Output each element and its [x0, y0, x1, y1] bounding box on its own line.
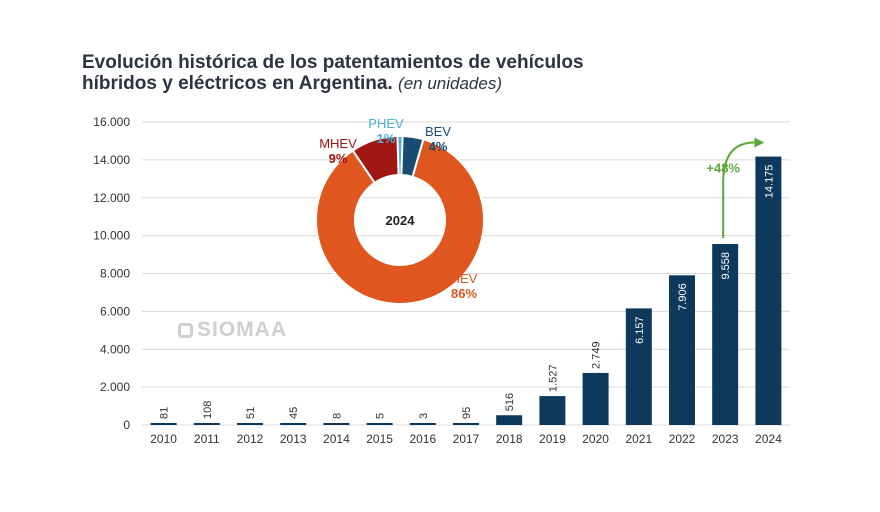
- bar-2020: [582, 372, 609, 425]
- pie-percent-label: 86%: [451, 286, 477, 301]
- pie-center-label: 2024: [386, 213, 416, 228]
- data-label: 45: [288, 407, 300, 419]
- y-tick-label: 14.000: [93, 153, 130, 167]
- bar-2013: [280, 423, 307, 425]
- bar-2023: [712, 243, 739, 425]
- x-tick-label: 2012: [237, 432, 264, 446]
- data-label: 7.906: [677, 283, 689, 311]
- chart-title: Evolución histórica de los patentamiento…: [82, 52, 802, 94]
- x-tick-label: 2022: [669, 432, 696, 446]
- data-label: 8: [331, 413, 343, 419]
- x-tick-label: 2010: [150, 432, 177, 446]
- data-label: 95: [461, 407, 473, 419]
- x-tick-label: 2016: [409, 432, 436, 446]
- x-tick-label: 2017: [453, 432, 480, 446]
- data-label: 1.527: [547, 365, 559, 393]
- data-label: 51: [245, 407, 257, 419]
- x-tick-label: 2015: [366, 432, 393, 446]
- x-tick-label: 2024: [755, 432, 782, 446]
- bar-2017: [453, 423, 479, 425]
- bar-2014: [323, 423, 350, 425]
- data-label: 108: [202, 401, 214, 419]
- data-label: 6.157: [634, 316, 646, 344]
- y-tick-label: 12.000: [93, 191, 130, 205]
- x-tick-label: 2018: [496, 432, 523, 446]
- pie-percent-label: 4%: [429, 139, 448, 154]
- y-tick-label: 4.000: [100, 342, 130, 356]
- pie-category-label: HEV: [451, 271, 478, 286]
- bar-2012: [237, 423, 263, 425]
- y-tick-label: 16.000: [93, 115, 130, 129]
- data-label: 14.175: [763, 165, 775, 199]
- data-label: 9.558: [720, 252, 732, 280]
- bar-2018: [496, 415, 523, 425]
- x-tick-label: 2019: [539, 432, 566, 446]
- bar-2011: [193, 422, 220, 425]
- pie-category-label: MHEV: [319, 136, 357, 151]
- x-tick-label: 2023: [712, 432, 739, 446]
- x-tick-label: 2014: [323, 432, 350, 446]
- y-tick-label: 6.000: [100, 304, 130, 318]
- watermark-text: SIOMAA: [197, 318, 287, 341]
- pie-slice-mhev: [351, 135, 400, 185]
- pie-category-label: PHEV: [368, 116, 404, 131]
- y-tick-label: 10.000: [93, 229, 130, 243]
- data-label: 81: [159, 407, 171, 419]
- bar-2015: [366, 423, 393, 425]
- x-tick-label: 2011: [194, 432, 220, 446]
- growth-arrow: [722, 141, 755, 238]
- x-tick-label: 2013: [280, 432, 307, 446]
- x-tick-label: 2021: [625, 432, 652, 446]
- bar-2024: [755, 156, 782, 425]
- pie-category-label: BEV: [425, 124, 451, 139]
- x-tick-label: 2020: [582, 432, 609, 446]
- growth-label: +48%: [706, 161, 740, 176]
- pie-slice-hev: [315, 138, 485, 305]
- bar-2022: [669, 275, 695, 425]
- bar-2021: [625, 308, 652, 425]
- siomaa-watermark: SIOMAA: [178, 318, 287, 342]
- data-label: 3: [418, 413, 430, 419]
- title-subtitle: (en unidades): [398, 74, 503, 93]
- siomaa-logo-icon: [178, 322, 193, 338]
- pie-percent-label: 1%: [377, 131, 396, 146]
- growth-arrow-head-icon: [754, 137, 765, 148]
- y-tick-label: 0: [123, 418, 130, 432]
- bar-2016: [409, 423, 436, 425]
- y-tick-label: 2.000: [100, 380, 130, 394]
- bar-2019: [539, 396, 566, 425]
- pie-percent-label: 9%: [329, 151, 348, 166]
- title-line-2: híbridos y eléctricos en Argentina.: [82, 73, 393, 94]
- bar-2010: [150, 423, 177, 425]
- data-label: 2.749: [591, 341, 603, 369]
- data-label: 5: [375, 413, 387, 419]
- data-label: 516: [504, 393, 516, 411]
- y-tick-label: 8.000: [100, 267, 130, 281]
- title-line-1: Evolución histórica de los patentamiento…: [82, 52, 584, 73]
